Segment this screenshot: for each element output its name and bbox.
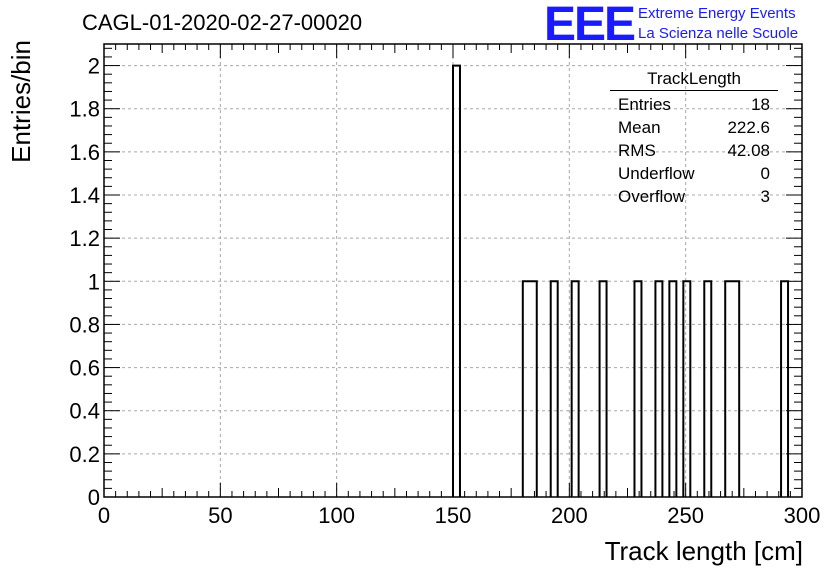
y-tick-label: 1.2 xyxy=(69,226,100,251)
logo-tagline-2: La Scienza nelle Scuole xyxy=(638,25,799,42)
tick-labels: 0 50 100 150 200 250 300 0 0.2 0.4 0.6 0.8 1 1.2 1.4 1.… xyxy=(69,54,820,528)
y-tick-label: 1.6 xyxy=(69,140,100,165)
x-tick-label: 300 xyxy=(784,503,821,528)
histogram-bin xyxy=(668,280,678,497)
histogram-bin xyxy=(654,280,664,497)
stats-label: RMS xyxy=(618,141,656,160)
stats-label: Overflow xyxy=(618,187,686,206)
logo-mark: EEE xyxy=(544,0,636,51)
stats-value: 0 xyxy=(760,164,770,183)
stats-row-mean: Mean 222.6 xyxy=(610,116,778,139)
stats-value: 42.08 xyxy=(727,141,770,160)
stats-box-title: TrackLength xyxy=(647,69,741,88)
stats-row-entries: Entries 18 xyxy=(610,93,778,116)
stats-label: Entries xyxy=(618,95,671,114)
y-tick-label: 1.4 xyxy=(69,183,100,208)
x-tick-label: 200 xyxy=(551,503,588,528)
stats-box: TrackLength Entries 18 Mean 222.6 RMS 42… xyxy=(610,68,778,208)
histogram-bin xyxy=(703,280,713,497)
histogram-bin xyxy=(452,64,461,497)
stats-label: Mean xyxy=(618,118,661,137)
tick-marks xyxy=(103,44,803,498)
histogram-bin xyxy=(549,280,559,497)
x-tick-label: 150 xyxy=(435,503,472,528)
x-tick-label: 0 xyxy=(98,503,110,528)
x-tick-label: 100 xyxy=(318,503,355,528)
histogram-bin xyxy=(570,280,580,497)
stats-label: Underflow xyxy=(618,164,695,183)
histogram-bin xyxy=(521,280,538,497)
stats-value: 222.6 xyxy=(727,118,770,137)
y-tick-label: 0.4 xyxy=(69,399,100,424)
y-tick-label: 1.8 xyxy=(69,97,100,122)
x-tick-label: 250 xyxy=(667,503,704,528)
stats-row-underflow: Underflow 0 xyxy=(610,162,778,185)
logo-tagline-1: Extreme Energy Events xyxy=(638,5,796,22)
y-tick-label: 1 xyxy=(88,269,100,294)
histogram-bin xyxy=(682,280,692,497)
stats-value: 3 xyxy=(760,187,770,206)
y-tick-label: 0.6 xyxy=(69,356,100,381)
x-tick-label: 50 xyxy=(208,503,232,528)
stats-value: 18 xyxy=(751,95,770,114)
histogram-bin xyxy=(724,280,741,497)
y-tick-label: 0.8 xyxy=(69,312,100,337)
histogram-bars xyxy=(452,64,790,497)
y-axis-label: Entries/bin xyxy=(6,40,36,163)
chart-title: CAGL-01-2020-02-27-00020 xyxy=(82,10,363,35)
stats-row-rms: RMS 42.08 xyxy=(610,139,778,162)
y-tick-label: 0 xyxy=(88,485,100,510)
y-tick-label: 0.2 xyxy=(69,442,100,467)
stats-box-divider xyxy=(610,90,778,91)
eee-logo: EEE Extreme Energy Events La Scienza nel… xyxy=(544,0,836,51)
histogram-bin xyxy=(780,280,790,497)
histogram-bin xyxy=(633,280,643,497)
y-tick-label: 2 xyxy=(88,54,100,79)
histogram-bin xyxy=(598,280,608,497)
x-axis-label: Track length [cm] xyxy=(605,536,803,566)
stats-row-overflow: Overflow 3 xyxy=(610,185,778,208)
